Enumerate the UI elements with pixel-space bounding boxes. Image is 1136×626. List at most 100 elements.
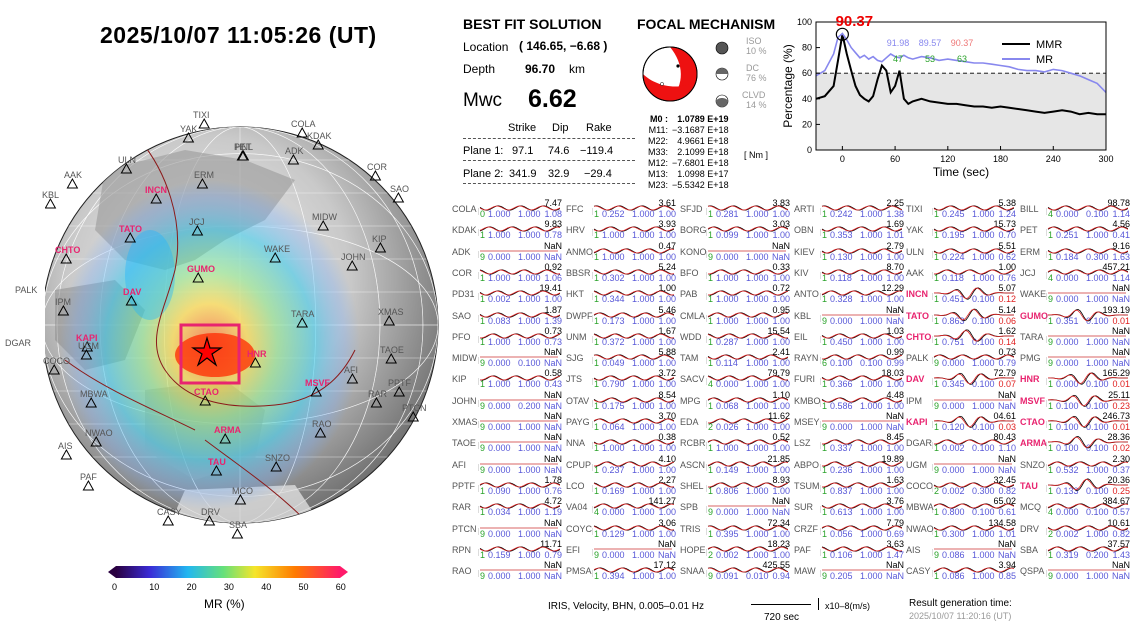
wave-ratio2: 1.000 (972, 358, 995, 369)
station-triangle-icon (296, 316, 309, 328)
wave-ratio2: 1.000 (746, 422, 769, 432)
wave-ratio1: 0.000 (488, 528, 511, 539)
wave-variance-code: 1 (480, 230, 486, 241)
wave-mr-value: 80.43 (993, 432, 1016, 443)
waveform-trace (478, 503, 560, 514)
wave-variance-code: 1 (822, 400, 828, 411)
wave-ratio2: 0.300 (972, 485, 995, 496)
wave-ratio1: 0.751 (942, 336, 965, 347)
waveform-trace (592, 333, 674, 343)
waveform-trace (1046, 205, 1128, 215)
waveform-trace (478, 269, 560, 279)
waveform-trace (478, 527, 558, 535)
wave-ratio2: 1.000 (518, 294, 541, 305)
map-station-pptf: PPTF (388, 378, 412, 388)
wave-ratio1: 0.236 (830, 464, 853, 475)
wave-ratio2: 1.000 (972, 528, 995, 539)
wave-ratio3: 0.01 (1112, 422, 1130, 432)
result-time: 2025/10/07 11:20:16 (UT) (909, 611, 1012, 621)
wave-mr-value: NaN (997, 538, 1016, 549)
wave-ratio3: NaN (997, 464, 1016, 475)
wave-ratio1: 0.245 (942, 209, 965, 219)
waveform-trace (820, 226, 902, 237)
wave-mr-value: NaN (543, 517, 562, 528)
waveform-trace (1046, 415, 1128, 428)
wave-station-name: SUR (794, 502, 814, 513)
wave-ratio2: 1.000 (860, 379, 883, 390)
wave-mr-value: 246.73 (1102, 411, 1130, 421)
waveform-trace (478, 463, 558, 471)
wave-station-name: RCBR (680, 438, 706, 449)
waveform-trace (1046, 394, 1128, 407)
wave-mr-value: 1.10 (772, 389, 790, 400)
wave-variance-code: 1 (934, 422, 940, 432)
wave-station-name: EFI (566, 544, 581, 555)
wave-station-name: HNR (1020, 374, 1040, 385)
wave-variance-code: 0 (480, 209, 486, 219)
station-triangle-icon (198, 117, 211, 129)
wave-ratio1: 0.205 (830, 571, 853, 582)
wave-ratio2: 1.000 (746, 549, 769, 560)
wave-ratio3: 1.00 (886, 379, 904, 390)
wave-mr-value: 3.63 (886, 538, 904, 549)
wave-variance-code: 9 (934, 358, 940, 369)
wave-ratio1: 1.000 (488, 230, 511, 241)
beachball (642, 46, 698, 102)
colorbar-tick: 40 (261, 582, 272, 592)
map-station-taoe: TAOE (380, 345, 404, 355)
wave-station-name: UGM (906, 459, 927, 470)
waveform-trace (478, 441, 558, 450)
wave-station-name: EDA (680, 417, 699, 427)
wave-ratio2: 1.000 (860, 507, 883, 518)
wave-variance-code: 1 (934, 209, 940, 219)
wave-mr-value: 3.94 (998, 560, 1016, 571)
wave-variance-code: 1 (594, 272, 600, 283)
wave-ratio3: NaN (771, 251, 790, 262)
iso-label: ISO (746, 36, 762, 46)
wave-station-name: BILL (1020, 204, 1039, 214)
wave-mr-value: 4.48 (886, 389, 904, 400)
wave-ratio1: 1.000 (716, 272, 739, 283)
stat-bottom: 47 (893, 54, 903, 64)
wave-variance-code: 1 (594, 571, 600, 582)
wave-ratio3: 1.19 (544, 507, 562, 518)
wave-mr-value: 0.52 (772, 432, 790, 443)
wave-ratio3: NaN (543, 358, 562, 369)
waveform-trace (592, 503, 674, 514)
map-station-chto: CHTO (55, 245, 81, 255)
wave-station-name: DAV (906, 374, 925, 385)
wave-ratio1: 0.106 (830, 549, 853, 560)
wave-mr-value: 79.79 (767, 368, 790, 379)
wave-ratio2: 1.000 (518, 251, 541, 262)
waveform-trace (478, 333, 560, 343)
map-station-ptcn: PTCN (402, 403, 427, 413)
wave-mr-value: 2.41 (772, 347, 790, 358)
wave-ratio2: 1.000 (1086, 358, 1109, 369)
waveform-trace (932, 247, 1014, 258)
waveform-trace (1046, 247, 1128, 258)
wave-ratio2: 1.000 (1086, 230, 1109, 241)
wave-ratio1: 0.000 (488, 571, 511, 582)
stat-bottom: 53 (925, 54, 935, 64)
wave-ratio2: 1.000 (518, 315, 541, 326)
wave-variance-code: 4 (708, 379, 714, 390)
wave-station-name: SNZO (1020, 459, 1046, 470)
wave-variance-code: 2 (708, 549, 714, 560)
station-triangle-icon (162, 514, 175, 526)
wave-ratio2: 1.000 (860, 230, 883, 241)
iso-icon (715, 41, 729, 55)
wave-variance-code: 1 (708, 272, 714, 283)
wave-mr-value: 72.34 (767, 517, 790, 528)
wave-variance-code: 6 (822, 358, 828, 369)
wave-variance-code: 1 (934, 230, 940, 241)
wave-mr-value: 8.70 (886, 261, 904, 272)
wave-variance-code: 9 (480, 443, 486, 454)
wave-ratio1: 0.328 (830, 294, 853, 305)
wave-variance-code: 2 (708, 422, 714, 432)
wave-ratio3: 0.85 (998, 571, 1016, 582)
wave-ratio1: 0.091 (716, 571, 739, 582)
wave-ratio1: 1.000 (488, 379, 511, 390)
station-triangle-icon (393, 385, 406, 397)
wave-ratio2: 1.000 (746, 336, 769, 347)
wave-station-name: AIS (906, 544, 921, 555)
